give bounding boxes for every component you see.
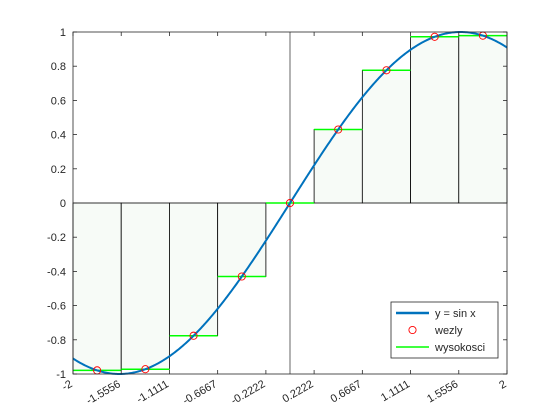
y-tick-label: 0.8 [51, 61, 66, 73]
y-tick-label: 0.2 [51, 164, 66, 176]
y-tick-label: -1 [56, 369, 66, 381]
riemann-rect [73, 203, 121, 370]
y-tick-label: 0.6 [51, 95, 66, 107]
riemann-rect [314, 130, 362, 203]
y-tick-label: 1 [60, 27, 66, 39]
y-tick-label: 0.4 [51, 130, 66, 142]
legend: y = sin x wezly wysokosci [391, 302, 498, 358]
legend-entry-label: y = sin x [435, 308, 476, 320]
y-tick-label: -0.2 [47, 232, 66, 244]
y-tick-label: 0 [60, 198, 66, 210]
legend-entry-label: wezly [434, 325, 463, 337]
riemann-rect [362, 70, 410, 203]
y-tick-label: -0.8 [47, 335, 66, 347]
y-tick-label: -0.6 [47, 301, 66, 313]
riemann-rect [459, 36, 507, 203]
riemann-rect [121, 203, 169, 369]
riemann-rect [218, 203, 266, 276]
y-tick-label: -0.4 [47, 266, 66, 278]
riemann-rect [411, 37, 459, 203]
riemann-rect [169, 203, 217, 336]
legend-entry-label: wysokosci [434, 342, 485, 354]
